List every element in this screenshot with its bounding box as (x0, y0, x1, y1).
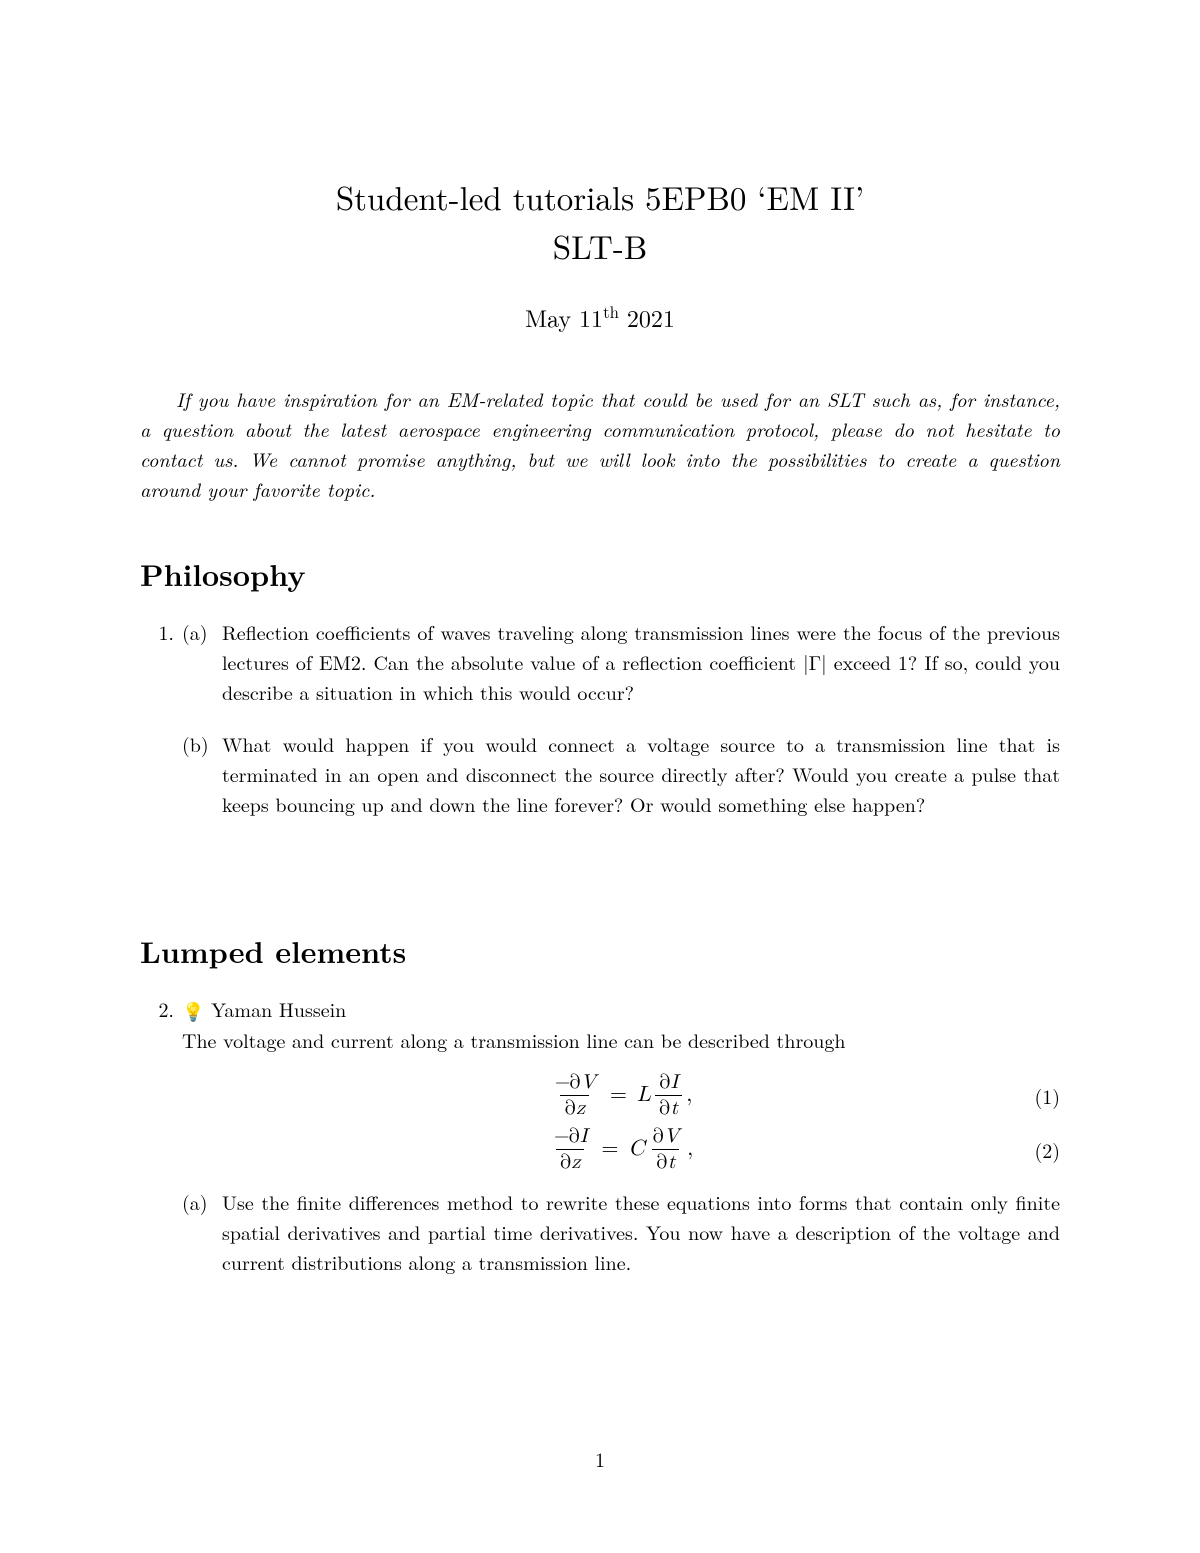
subpart-label: (a) (182, 617, 222, 707)
question-list-1: 1. (a) Reflection coefficients of waves … (140, 617, 1060, 833)
page-number: 1 (0, 1444, 1200, 1473)
document-title: Student-led tutorials 5EPB0 ‘EM II’ (140, 175, 1060, 220)
date-text: May 11 (525, 300, 603, 334)
intro-paragraph: If you have inspiration for an EM-relate… (140, 384, 1060, 504)
question-list-2: 2. 💡 Yaman Hussein The voltage and curre… (140, 994, 1060, 1291)
question-1: 1. (a) Reflection coefficients of waves … (140, 617, 1060, 833)
question-author-line: 💡 Yaman Hussein (182, 994, 1060, 1025)
question-number: 1. (140, 617, 182, 833)
question-body: 💡 Yaman Hussein The voltage and current … (182, 994, 1060, 1291)
date-year: 2021 (619, 300, 675, 334)
equation-content: −∂V∂z = L ∂I∂t , (550, 1072, 693, 1119)
question-2a: (a) Use the finite differences method to… (182, 1187, 1060, 1277)
equation-block: −∂V∂z = L ∂I∂t , (1) −∂I∂z = C (182, 1069, 1060, 1177)
subpart-text: Use the finite differences method to rew… (222, 1187, 1060, 1277)
section-heading-philosophy: Philosophy (140, 552, 1060, 595)
title-block: Student-led tutorials 5EPB0 ‘EM II’ SLT-… (140, 175, 1060, 334)
date-ordinal: th (603, 299, 619, 323)
subpart-text: What would happen if you would connect a… (222, 729, 1060, 819)
subpart-text: Reflection coefficients of waves traveli… (222, 617, 1060, 707)
section-spacer (140, 849, 1060, 893)
subpart-label: (a) (182, 1187, 222, 1277)
question-intro-text: The voltage and current along a transmis… (182, 1025, 1060, 1055)
subpart-label: (b) (182, 729, 222, 819)
question-1b: (b) What would happen if you would conne… (182, 729, 1060, 819)
lightbulb-icon: 💡 (182, 999, 204, 1024)
question-1a: (a) Reflection coefficients of waves tra… (182, 617, 1060, 707)
equation-number: (2) (1034, 1135, 1060, 1165)
author-name: Yaman Hussein (204, 994, 346, 1023)
question-2: 2. 💡 Yaman Hussein The voltage and curre… (140, 994, 1060, 1291)
question-number: 2. (140, 994, 182, 1291)
equation-1: −∂V∂z = L ∂I∂t , (1) (182, 1069, 1060, 1123)
equation-content: −∂I∂z = C ∂V∂t , (549, 1126, 693, 1173)
document-subtitle: SLT-B (140, 222, 1060, 269)
document-page: Student-led tutorials 5EPB0 ‘EM II’ SLT-… (0, 0, 1200, 1553)
document-date: May 11th 2021 (140, 299, 1060, 334)
question-body: (a) Reflection coefficients of waves tra… (182, 617, 1060, 833)
section-heading-lumped: Lumped elements (140, 929, 1060, 972)
equation-2: −∂I∂z = C ∂V∂t , (2) (182, 1123, 1060, 1177)
equation-number: (1) (1034, 1081, 1060, 1111)
